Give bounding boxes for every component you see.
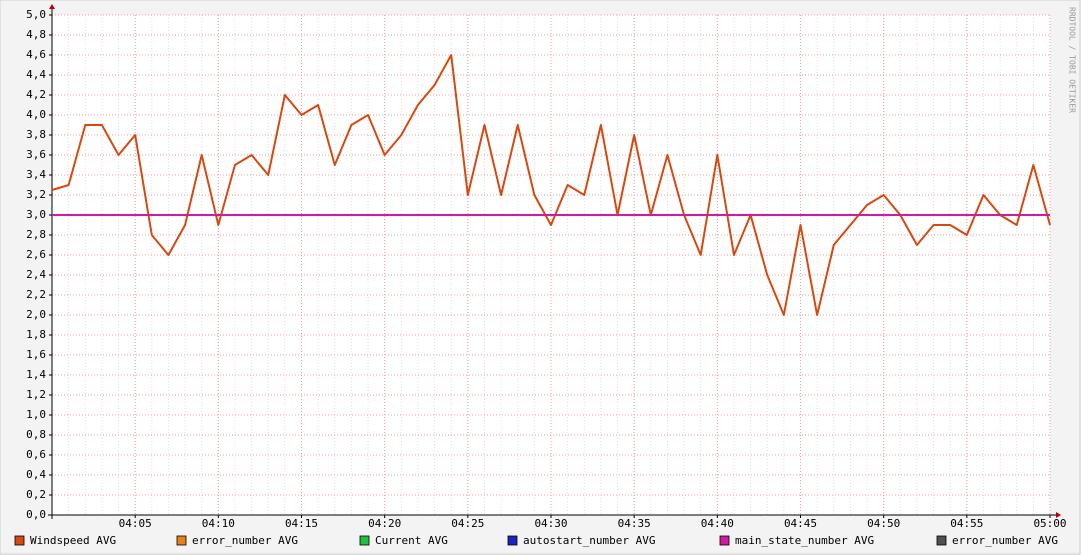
y-tick-label: 2,8 (26, 228, 46, 241)
x-tick-label: 04:15 (285, 517, 318, 530)
x-tick-label: 04:45 (784, 517, 817, 530)
legend-swatch (507, 535, 518, 546)
legend-label: Current AVG (375, 534, 448, 547)
y-tick-label: 4,2 (26, 88, 46, 101)
y-tick-label: 0,4 (26, 468, 46, 481)
x-tick-label: 04:30 (534, 517, 567, 530)
x-tick-label: 04:10 (202, 517, 235, 530)
y-tick-label: 3,4 (26, 168, 46, 181)
legend-label: error_number AVG (952, 534, 1058, 547)
series-line (51, 54, 1051, 316)
x-tick-label: 05:00 (1033, 517, 1066, 530)
y-tick-label: 0,8 (26, 428, 46, 441)
legend-swatch (14, 535, 25, 546)
y-tick-label: 2,0 (26, 308, 46, 321)
y-tick-label: 4,8 (26, 28, 46, 41)
y-tick-label: 5,0 (26, 8, 46, 21)
y-tick-label: 4,6 (26, 48, 46, 61)
legend-label: Windspeed AVG (30, 534, 116, 547)
legend-label: autostart_number AVG (523, 534, 655, 547)
y-tick-label: 3,8 (26, 128, 46, 141)
y-tick-label: 3,2 (26, 188, 46, 201)
axis-arrow (1056, 512, 1061, 518)
y-tick-label: 0,2 (26, 488, 46, 501)
y-tick-label: 2,4 (26, 268, 46, 281)
legend-label: main_state_number AVG (735, 534, 874, 547)
legend-swatch (719, 535, 730, 546)
y-tick-label: 1,2 (26, 388, 46, 401)
y-tick-label: 0,6 (26, 448, 46, 461)
x-tick-label: 04:35 (618, 517, 651, 530)
axis-arrow (49, 4, 55, 9)
x-tick-label: 04:50 (867, 517, 900, 530)
y-tick-label: 0,0 (26, 508, 46, 521)
y-tick-label: 1,0 (26, 408, 46, 421)
y-tick-label: 3,6 (26, 148, 46, 161)
legend-swatch (936, 535, 947, 546)
legend-label: error_number AVG (192, 534, 298, 547)
y-tick-label: 2,2 (26, 288, 46, 301)
y-tick-label: 3,0 (26, 208, 46, 221)
y-tick-label: 4,0 (26, 108, 46, 121)
x-tick-label: 04:25 (451, 517, 484, 530)
y-tick-label: 1,8 (26, 328, 46, 341)
x-tick-label: 04:40 (701, 517, 734, 530)
y-tick-label: 4,4 (26, 68, 46, 81)
y-tick-label: 1,6 (26, 348, 46, 361)
x-tick-label: 04:20 (368, 517, 401, 530)
y-tick-label: 2,6 (26, 248, 46, 261)
x-tick-label: 04:05 (119, 517, 152, 530)
x-tick-label: 04:55 (950, 517, 983, 530)
y-tick-label: 1,4 (26, 368, 46, 381)
watermark: RRDTOOL / TOBI OETIKER (1068, 7, 1077, 113)
legend-swatch (176, 535, 187, 546)
legend-swatch (359, 535, 370, 546)
